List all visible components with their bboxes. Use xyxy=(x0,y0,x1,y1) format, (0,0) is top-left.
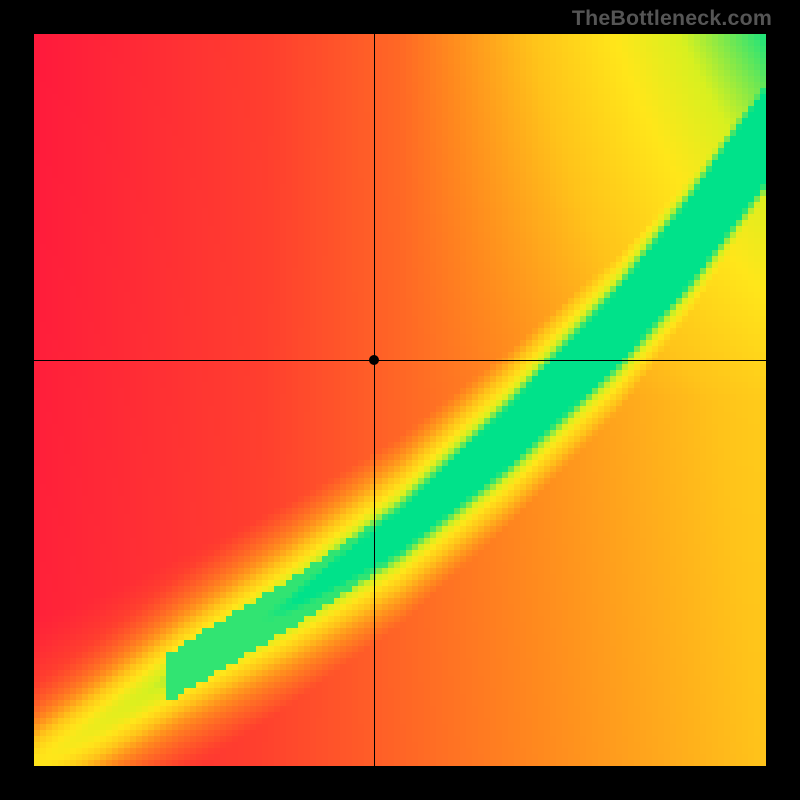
heatmap-canvas xyxy=(34,34,766,766)
watermark-text: TheBottleneck.com xyxy=(572,6,772,31)
chart-frame: TheBottleneck.com xyxy=(0,0,800,800)
heatmap-plot xyxy=(34,34,766,766)
